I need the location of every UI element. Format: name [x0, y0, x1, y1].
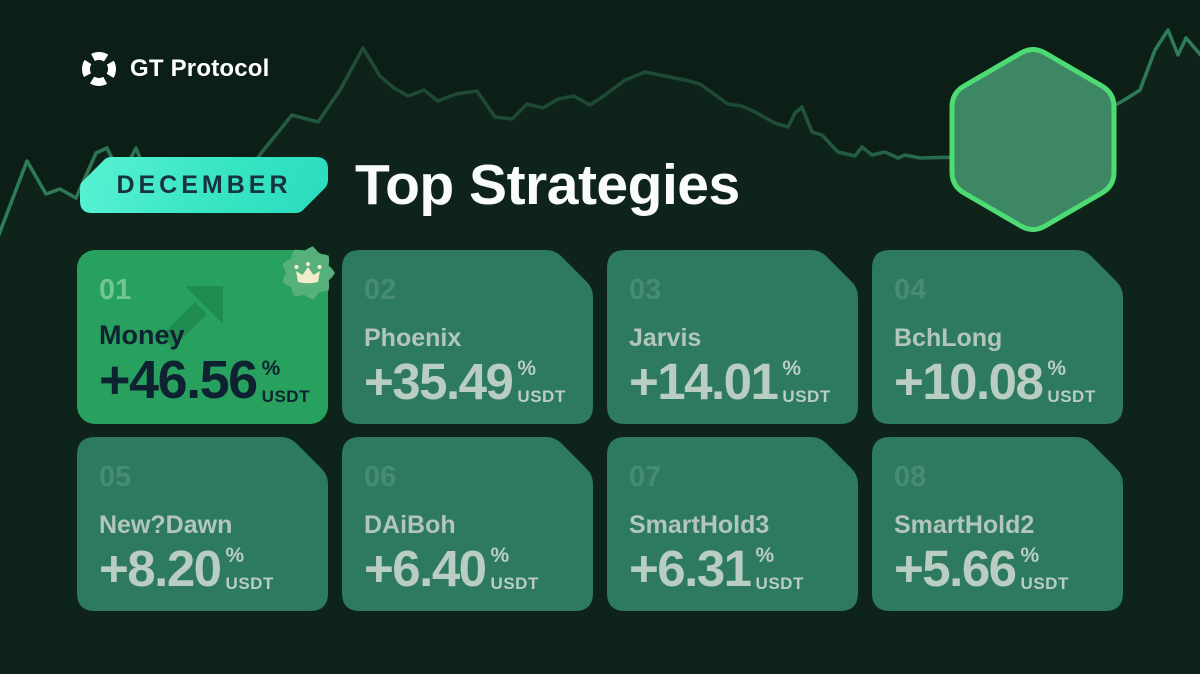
strategy-card-08: 08 SmartHold2 +5.66 % USDT — [872, 437, 1123, 611]
strategy-return: +6.31 % USDT — [629, 545, 838, 593]
strategy-return: +35.49 % USDT — [364, 358, 573, 406]
strategy-rank: 01 — [99, 274, 132, 306]
strategy-return-value: +46.56 — [99, 350, 258, 411]
percent-sign: % — [755, 544, 775, 567]
strategy-return: +14.01 % USDT — [629, 358, 838, 406]
strategy-return-value: +10.08 — [894, 353, 1043, 411]
strategy-return: +8.20 % USDT — [99, 545, 308, 593]
strategy-return-value: +35.49 — [364, 353, 513, 411]
strategy-card-06: 06 DAiBoh +6.40 % USDT — [342, 437, 593, 611]
strategy-card-07: 07 SmartHold3 +6.31 % USDT — [607, 437, 858, 611]
currency-label: USDT — [261, 387, 310, 406]
strategy-name: DAiBoh — [364, 511, 456, 539]
strategy-card-02: 02 Phoenix +35.49 % USDT — [342, 250, 593, 424]
strategy-card-04: 04 BchLong +10.08 % USDT — [872, 250, 1123, 424]
strategy-rank: 06 — [364, 461, 397, 493]
strategy-card-05: 05 New?Dawn +8.20 % USDT — [77, 437, 328, 611]
strategy-name: Money — [99, 320, 185, 351]
month-badge-label: DECEMBER — [116, 170, 292, 199]
strategy-name: Jarvis — [629, 324, 702, 352]
currency-label: USDT — [490, 574, 539, 593]
currency-label: USDT — [1020, 574, 1069, 593]
strategy-rank: 04 — [894, 274, 927, 306]
percent-sign: % — [1047, 357, 1067, 380]
strategy-return-value: +8.20 — [99, 540, 221, 598]
gt-protocol-ring-icon — [82, 52, 116, 86]
percent-sign: % — [1020, 544, 1040, 567]
strategy-return: +46.56 % USDT — [99, 350, 310, 411]
currency-label: USDT — [1047, 387, 1096, 406]
brand-name: GT Protocol — [130, 55, 270, 82]
strategy-rank: 07 — [629, 461, 662, 493]
percent-sign: % — [517, 357, 537, 380]
strategy-name: Phoenix — [364, 324, 462, 352]
page-title: Top Strategies — [355, 152, 740, 217]
percent-sign: % — [782, 357, 802, 380]
currency-label: USDT — [782, 387, 831, 406]
arrow-up-right-icon — [160, 286, 223, 349]
currency-label: USDT — [517, 387, 566, 406]
percent-sign: % — [261, 357, 281, 380]
strategy-card-03: 03 Jarvis +14.01 % USDT — [607, 250, 858, 424]
strategy-name: New?Dawn — [99, 511, 233, 539]
strategy-return-value: +6.31 — [629, 540, 751, 598]
currency-label: USDT — [225, 574, 274, 593]
strategy-rank: 08 — [894, 461, 927, 493]
strategy-return-value: +14.01 — [629, 353, 778, 411]
strategy-rank: 05 — [99, 461, 132, 493]
month-badge: DECEMBER — [80, 157, 328, 213]
strategy-return-value: +5.66 — [894, 540, 1016, 598]
strategy-name: BchLong — [894, 324, 1003, 352]
percent-sign: % — [490, 544, 510, 567]
title-row: DECEMBER Top Strategies — [80, 150, 740, 220]
currency-label: USDT — [755, 574, 804, 593]
strategy-rank: 02 — [364, 274, 397, 306]
strategy-rank: 03 — [629, 274, 662, 306]
strategy-name: SmartHold3 — [629, 511, 770, 539]
strategy-return: +10.08 % USDT — [894, 358, 1103, 406]
hexagon-outline — [949, 47, 1117, 232]
strategy-return: +6.40 % USDT — [364, 545, 573, 593]
strategy-return: +5.66 % USDT — [894, 545, 1103, 593]
percent-sign: % — [225, 544, 245, 567]
strategy-grid: 01 Money +46.56 % USDT 02 — [77, 246, 1123, 611]
strategy-card-01: 01 Money +46.56 % USDT — [77, 246, 335, 424]
strategy-name: SmartHold2 — [894, 511, 1035, 539]
brand: GT Protocol — [80, 50, 270, 88]
strategy-return-value: +6.40 — [364, 540, 486, 598]
crown-icon — [282, 246, 335, 300]
